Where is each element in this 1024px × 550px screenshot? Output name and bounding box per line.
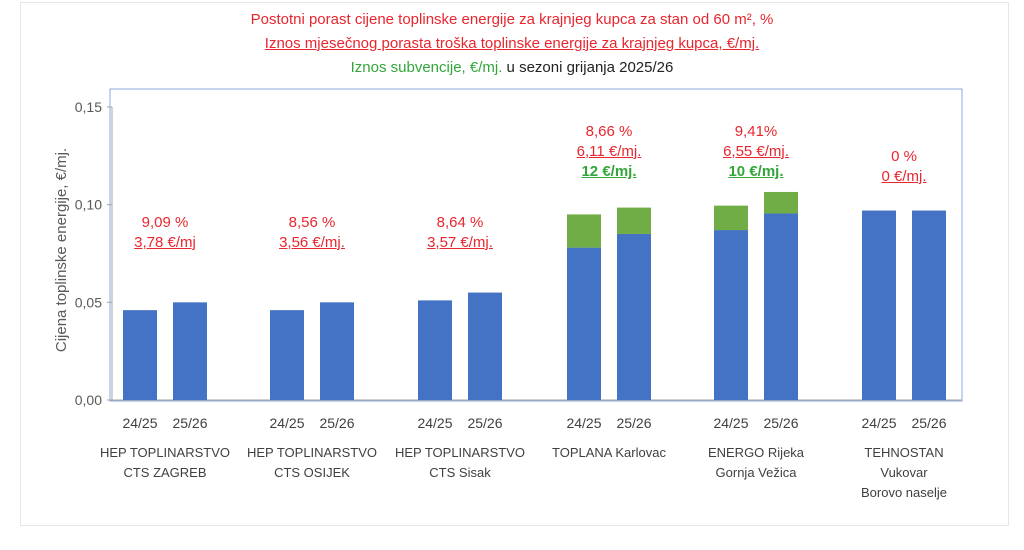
group-label: CTS OSIJEK: [274, 465, 350, 480]
group-label: Borovo naselje: [861, 485, 947, 500]
group-label: CTS Sisak: [429, 465, 491, 480]
y-tick-label: 0,15: [75, 99, 102, 115]
group-label: TEHNOSTAN: [864, 445, 943, 460]
group-label: CTS ZAGREB: [123, 465, 206, 480]
group-label: ENERGO Rijeka: [708, 445, 805, 460]
plot-area-border: [109, 88, 963, 402]
bar-base: [567, 247, 601, 400]
group-label: Gornja Vežica: [716, 465, 798, 480]
bar-base: [468, 292, 502, 400]
bar-base: [173, 302, 207, 400]
bar-subsidy: [617, 207, 651, 234]
annotation-percent: 0 %: [891, 148, 917, 165]
annotation-percent: 9,41%: [734, 123, 778, 140]
group-label: TOPLANA Karlovac: [552, 445, 666, 460]
annotation-percent: 8,56 %: [288, 214, 336, 231]
y-tick-label: 0,05: [75, 294, 102, 310]
annotation-subsidy: 12 €/mj.: [581, 163, 637, 180]
chart-title-subsidy: Iznos subvencije, €/mj.: [350, 59, 503, 76]
annotation-percent: 9,09 %: [141, 214, 189, 231]
x-tick-label: 25/26: [172, 415, 207, 431]
bar-base: [320, 302, 354, 400]
group-label: Vukovar: [880, 465, 928, 480]
annotation-cost: 6,55 €/mj.: [723, 143, 789, 160]
bar-base: [912, 210, 946, 400]
bar-base: [418, 300, 452, 400]
annotation-percent: 8,66 %: [585, 123, 633, 140]
x-tick-label: 24/25: [566, 415, 601, 431]
group-label: HEP TOPLINARSTVO: [395, 445, 525, 460]
annotation-cost: 0 €/mj.: [881, 168, 927, 185]
bar-subsidy: [567, 214, 601, 248]
group-label: HEP TOPLINARSTVO: [247, 445, 377, 460]
group-annotation: 0 % 0 €/mj.: [834, 147, 974, 187]
x-tick-label: 24/25: [122, 415, 157, 431]
chart-title-line-1: Postotni porast cijene toplinske energij…: [250, 11, 774, 28]
group-annotation: 8,66 % 6,11 €/mj. 12 €/mj.: [539, 122, 679, 182]
group-label: HEP TOPLINARSTVO: [100, 445, 230, 460]
annotation-subsidy: 10 €/mj.: [728, 163, 784, 180]
annotation-percent: 8,64 %: [436, 214, 484, 231]
chart-title-line-3: Iznos subvencije, €/mj. u sezoni grijanj…: [0, 58, 1024, 78]
bar-base: [862, 210, 896, 400]
chart-title-line-2: Iznos mjesečnog porasta troška toplinske…: [264, 35, 760, 52]
annotation-cost: 3,78 €/mj: [134, 234, 196, 251]
x-tick-label: 24/25: [861, 415, 896, 431]
x-tick-label: 25/26: [911, 415, 946, 431]
bar-base: [617, 233, 651, 400]
annotation-cost: 3,57 €/mj.: [427, 234, 493, 251]
x-tick-label: 25/26: [763, 415, 798, 431]
annotation-cost: 6,11 €/mj.: [576, 143, 642, 160]
group-annotation: 9,41% 6,55 €/mj. 10 €/mj.: [686, 122, 826, 182]
bar-base: [270, 310, 304, 400]
bar-base: [123, 310, 157, 400]
bar-subsidy: [714, 205, 748, 231]
x-tick-label: 25/26: [319, 415, 354, 431]
group-annotation: 8,64 % 3,57 €/mj.: [390, 213, 530, 253]
annotation-cost: 3,56 €/mj.: [279, 234, 345, 251]
x-tick-label: 24/25: [269, 415, 304, 431]
y-axis-label: Cijena toplinske energije, €/mj.: [53, 148, 70, 352]
group-annotation: 8,56 % 3,56 €/mj.: [242, 213, 382, 253]
group-annotation: 9,09 % 3,78 €/mj: [95, 213, 235, 253]
x-tick-label: 25/26: [616, 415, 651, 431]
x-tick-label: 25/26: [467, 415, 502, 431]
y-tick-label: 0,00: [75, 392, 102, 408]
y-tick-label: 0,10: [75, 197, 102, 213]
bar-subsidy: [764, 191, 798, 214]
bar-base: [714, 230, 748, 400]
x-tick-label: 24/25: [417, 415, 452, 431]
x-tick-label: 24/25: [713, 415, 748, 431]
bar-base: [764, 213, 798, 400]
chart-title-season: u sezoni grijanja 2025/26: [502, 59, 674, 76]
